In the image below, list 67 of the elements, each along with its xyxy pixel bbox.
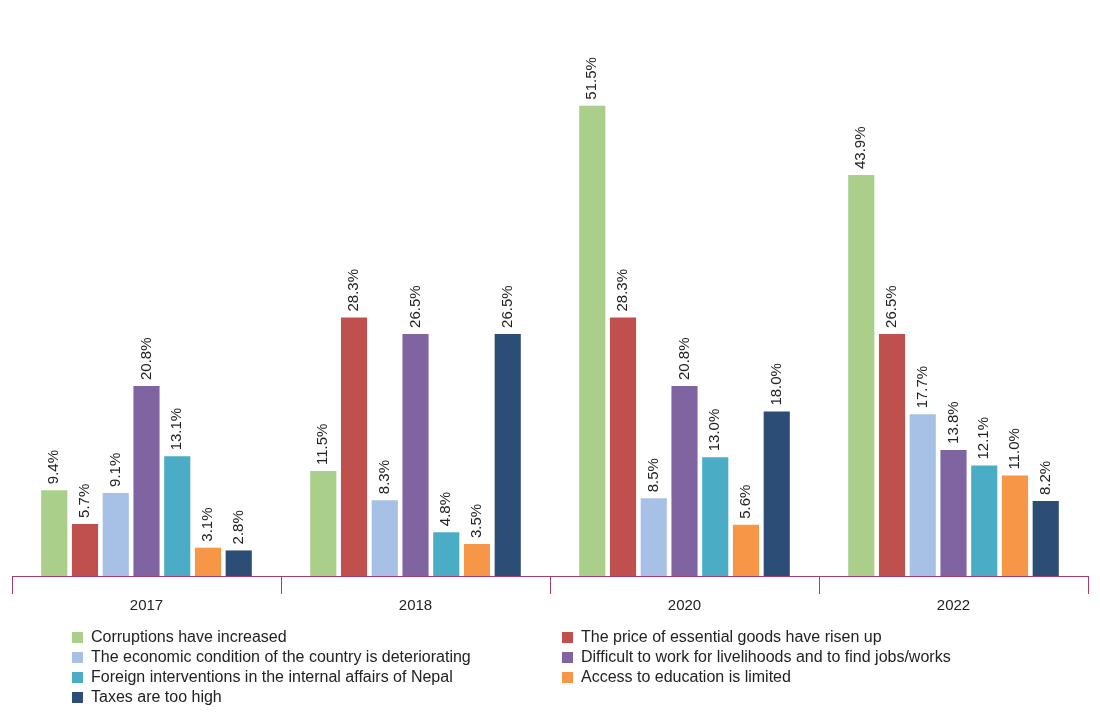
data-label: 9.4% xyxy=(44,449,62,485)
x-tick-label: 2018 xyxy=(398,596,433,614)
data-label: 28.3% xyxy=(613,268,631,312)
bar xyxy=(579,105,606,576)
bar xyxy=(225,550,252,576)
x-tick-label: 2022 xyxy=(936,596,971,614)
data-label: 20.8% xyxy=(136,337,154,381)
data-label: 2.8% xyxy=(228,510,246,545)
bar xyxy=(640,498,667,576)
data-label: 26.5% xyxy=(405,285,423,328)
bar xyxy=(763,411,790,576)
data-label: 9.1% xyxy=(105,452,123,487)
data-label: 26.5% xyxy=(497,285,515,328)
bar xyxy=(133,386,160,576)
bar xyxy=(1001,475,1029,576)
legend-label: Taxes are too high xyxy=(91,688,222,706)
data-label: 8.5% xyxy=(643,458,661,493)
bar xyxy=(494,333,521,576)
bar xyxy=(310,470,337,576)
bar xyxy=(194,547,222,576)
data-label: 13.0% xyxy=(705,408,723,452)
data-label: 13.8% xyxy=(943,401,961,444)
data-label: 17.7% xyxy=(912,365,930,409)
bar xyxy=(1032,501,1059,576)
data-label: 18.0% xyxy=(766,363,784,406)
data-label: 11.5% xyxy=(313,423,331,465)
bar xyxy=(878,333,906,576)
legend-label: Corruptions have increased xyxy=(91,628,287,646)
data-label: 12.1% xyxy=(974,416,992,460)
data-label: 5.6% xyxy=(736,484,754,519)
bar xyxy=(463,544,491,576)
bar xyxy=(164,456,191,576)
bar xyxy=(909,414,936,576)
bar xyxy=(102,492,129,576)
data-label: 20.8% xyxy=(674,337,692,381)
data-label: 26.5% xyxy=(882,285,900,328)
bar xyxy=(433,532,460,576)
data-label: 8.3% xyxy=(374,459,392,495)
legend-label: The price of essential goods have risen up xyxy=(581,628,882,646)
data-label: 4.8% xyxy=(436,491,454,527)
data-label: 43.9% xyxy=(851,126,869,170)
bar xyxy=(371,500,398,576)
bar xyxy=(971,465,998,576)
data-label: 5.7% xyxy=(75,483,93,518)
bar xyxy=(41,490,68,576)
data-label: 13.1% xyxy=(167,407,185,451)
legend-label: The economic condition of the country is deteriorating xyxy=(91,648,471,666)
legend-label: Difficult to work for livelihoods and to find jobs/works xyxy=(581,648,951,666)
bar xyxy=(702,457,729,576)
data-label: 3.5% xyxy=(467,503,485,539)
bar xyxy=(340,317,368,576)
data-label: 28.3% xyxy=(344,268,362,312)
data-label: 3.1% xyxy=(198,507,216,542)
bar xyxy=(848,175,875,576)
bar xyxy=(402,333,429,576)
data-label: 11.0% xyxy=(1005,428,1023,470)
x-tick-label: 2020 xyxy=(667,596,702,614)
bar xyxy=(71,523,99,576)
bar xyxy=(671,386,698,576)
bar xyxy=(609,317,637,576)
data-label: 8.2% xyxy=(1035,460,1053,496)
x-tick-label: 2017 xyxy=(129,596,164,614)
bar xyxy=(940,449,967,576)
legend-label: Foreign interventions in the internal affairs of Nepal xyxy=(91,668,453,686)
legend-label: Access to education is limited xyxy=(581,668,791,686)
data-label: 51.5% xyxy=(582,57,600,100)
bar xyxy=(732,524,760,576)
